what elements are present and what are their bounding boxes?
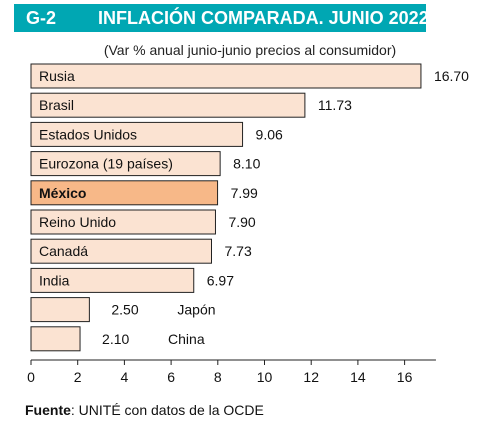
value-label-estados-unidos: 9.06 xyxy=(256,126,283,142)
title-bar xyxy=(14,4,426,32)
chart-code: G-2 xyxy=(26,8,57,28)
x-tick-label-8: 8 xyxy=(214,369,222,385)
bar-canada xyxy=(30,238,212,264)
value-label-canada: 7.73 xyxy=(224,243,251,259)
value-label-reino-unido: 7.90 xyxy=(228,214,255,230)
category-label-japon: Japón xyxy=(177,302,215,318)
x-tick-label-2: 2 xyxy=(74,369,82,385)
category-label-eurozona-19-paises: Eurozona (19 países) xyxy=(39,156,173,172)
value-label-mexico: 7.99 xyxy=(231,185,258,201)
bar-estados-unidos xyxy=(30,121,244,147)
category-label-china: China xyxy=(168,331,205,347)
value-label-india: 6.97 xyxy=(207,272,234,288)
x-tick-label-16: 16 xyxy=(397,369,413,385)
value-label-eurozona-19-paises: 8.10 xyxy=(233,156,260,172)
category-label-india: India xyxy=(39,272,70,288)
x-tick-label-6: 6 xyxy=(167,369,175,385)
value-label-japon: 2.50 xyxy=(111,302,138,318)
x-tick-label-12: 12 xyxy=(303,369,319,385)
x-tick-label-14: 14 xyxy=(350,369,366,385)
bar-brasil xyxy=(30,92,306,118)
bar-japon xyxy=(30,297,90,323)
value-label-china: 2.10 xyxy=(102,331,129,347)
bar-china xyxy=(30,326,81,352)
category-label-estados-unidos: Estados Unidos xyxy=(39,126,137,142)
x-tick-label-10: 10 xyxy=(257,369,273,385)
chart-title: INFLACIÓN COMPARADA. JUNIO 2022 xyxy=(98,8,429,28)
source-text: : UNITÉ con datos de la OCDE xyxy=(70,402,264,418)
source-label: Fuente xyxy=(25,402,71,418)
bar-eurozona-19-paises xyxy=(30,151,221,177)
category-label-reino-unido: Reino Unido xyxy=(39,214,116,230)
bar-india xyxy=(30,267,195,293)
category-label-canada: Canadá xyxy=(39,243,88,259)
x-tick-label-0: 0 xyxy=(27,369,35,385)
value-label-rusia: 16.70 xyxy=(434,68,469,84)
value-label-brasil: 11.73 xyxy=(318,97,352,113)
bar-rusia xyxy=(30,63,422,89)
category-label-mexico: México xyxy=(39,185,86,201)
chart-subtitle: (Var % anual junio-junio precios al cons… xyxy=(103,42,397,58)
category-label-rusia: Rusia xyxy=(39,68,75,84)
x-tick-label-4: 4 xyxy=(121,369,129,385)
category-label-brasil: Brasil xyxy=(39,97,74,113)
bar-mexico xyxy=(30,180,219,206)
source-note: Fuente: UNITÉ con datos de la OCDE xyxy=(25,402,264,418)
bar-reino-unido xyxy=(30,209,216,235)
